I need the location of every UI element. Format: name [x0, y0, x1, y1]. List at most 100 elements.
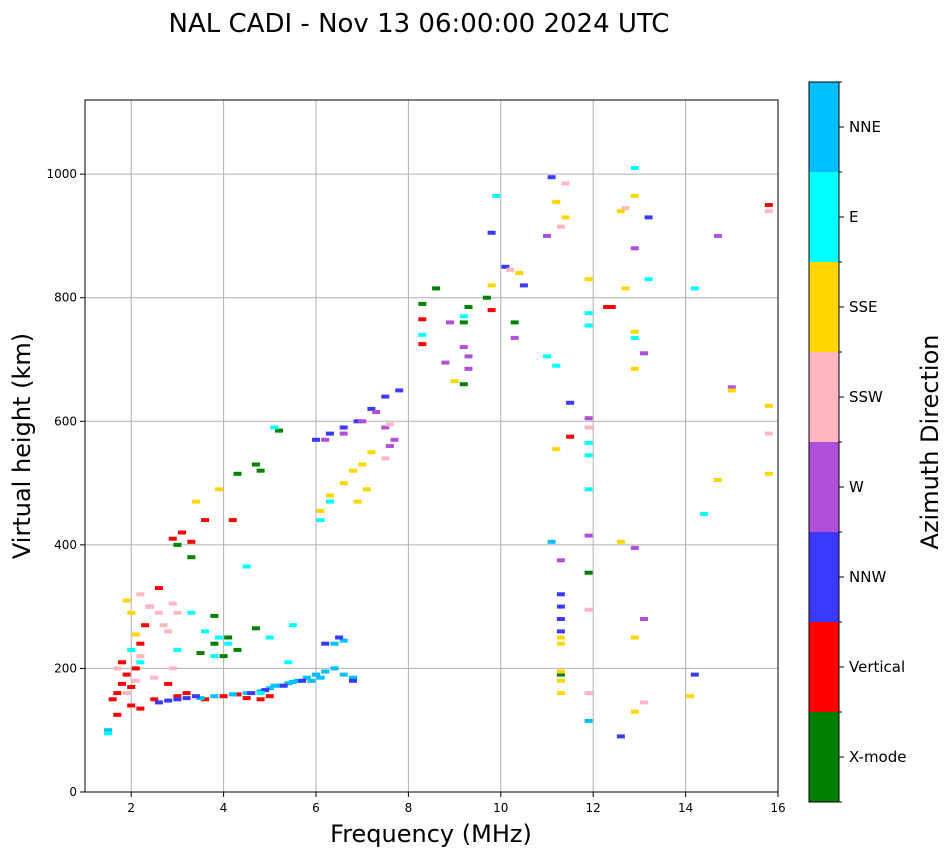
x-tick-label: 2 [127, 801, 135, 815]
data-point-sse [552, 447, 561, 452]
data-point-sse [325, 493, 334, 498]
data-point-nne [270, 683, 279, 688]
data-point-vertical [201, 518, 210, 523]
data-point-vertical [233, 692, 242, 697]
data-point-x-mode [464, 305, 473, 309]
colorbar-frame [808, 81, 840, 803]
data-point-x-mode [187, 555, 196, 560]
data-point-ssw [584, 607, 593, 612]
data-point-w [321, 437, 330, 442]
data-point-e [418, 332, 427, 337]
data-point-sse [367, 450, 376, 455]
data-point-sse [316, 508, 325, 513]
y-tick-label: 800 [54, 291, 77, 305]
data-point-vertical [173, 694, 182, 699]
data-point-w [372, 410, 381, 414]
data-point-ssw [113, 666, 122, 671]
data-point-x-mode [459, 382, 468, 387]
data-point-sse [630, 635, 639, 640]
data-point-nne [321, 669, 330, 674]
data-point-nnw [349, 678, 357, 683]
data-point-nne [210, 694, 219, 699]
data-point-nne [339, 638, 348, 643]
data-point-nne [104, 728, 113, 733]
data-point-vertical [418, 342, 427, 347]
data-point-sse [487, 283, 496, 288]
x-tick-label: 8 [405, 801, 413, 815]
data-point-x-mode [233, 647, 242, 652]
data-point-vertical [131, 666, 140, 671]
y-tick-label: 400 [54, 538, 77, 552]
data-point-w [543, 233, 551, 238]
x-tick-label: 6 [312, 801, 320, 815]
data-point-ssw [764, 209, 773, 214]
data-point-ssw [150, 675, 159, 680]
data-point-sse [621, 286, 630, 291]
data-point-ssw [131, 678, 140, 683]
data-point-nnw [644, 215, 653, 220]
data-point-w [464, 354, 473, 359]
data-point-vertical [265, 694, 274, 699]
colorbar-segment [809, 712, 839, 802]
data-point-vertical [118, 660, 126, 665]
data-point-nnw [547, 175, 556, 180]
data-point-nnw [298, 678, 307, 683]
data-point-x-mode [432, 286, 441, 291]
data-point-e [201, 629, 210, 634]
data-point-e [492, 193, 501, 198]
data-point-vertical [603, 305, 612, 309]
data-point-w [339, 431, 348, 436]
data-point-vertical [418, 317, 427, 322]
data-point-nnw [325, 431, 334, 436]
data-point-nne [316, 675, 325, 680]
data-point-sse [339, 481, 348, 486]
x-tick-label: 10 [493, 801, 508, 815]
data-point-sse [131, 632, 140, 637]
data-point-ssw [136, 654, 145, 659]
data-point-w [630, 246, 639, 251]
data-point-nnw [519, 283, 528, 288]
y-tick-label: 600 [54, 414, 77, 428]
colorbar-tick-label: NNW [849, 568, 886, 586]
data-point-x-mode [482, 295, 491, 300]
data-point-sse [349, 468, 357, 473]
data-point-nnw [173, 697, 182, 702]
data-point-nne [339, 672, 348, 677]
data-point-w [556, 558, 565, 563]
data-point-nne [288, 680, 297, 684]
data-point-ssw [640, 700, 648, 705]
y-axis-label: Virtual height (km) [8, 333, 36, 559]
plot-frame [84, 99, 779, 793]
data-point-ssw [145, 604, 154, 609]
data-point-ssw [122, 691, 131, 696]
y-tick-label: 200 [54, 661, 77, 675]
data-point-e [288, 623, 297, 628]
data-point-sse [127, 610, 136, 615]
data-point-vertical [113, 712, 122, 717]
data-point-ssw [506, 267, 514, 272]
data-point-e [584, 440, 593, 445]
data-point-nnw [353, 419, 362, 424]
data-point-vertical [764, 203, 773, 207]
data-point-e [136, 660, 145, 665]
data-point-nnw [690, 672, 699, 677]
data-point-nne [584, 718, 593, 723]
data-point-ssw [173, 610, 182, 615]
data-point-nnw [154, 700, 163, 705]
y-tick-label: 1000 [46, 167, 77, 181]
data-point-w [358, 419, 367, 424]
data-point-vertical [108, 697, 117, 702]
data-point-nne [265, 686, 274, 691]
data-point-w [381, 425, 390, 430]
data-point-x-mode [459, 320, 468, 325]
data-point-nnw [279, 683, 288, 688]
data-point-vertical [168, 536, 177, 541]
data-point-vertical [164, 681, 173, 686]
data-point-e [552, 363, 561, 368]
data-point-vertical [607, 305, 616, 309]
colorbar-segment [809, 172, 839, 262]
data-point-w [713, 233, 722, 238]
y-tick-label: 0 [69, 785, 77, 799]
x-tick-label: 4 [220, 801, 228, 815]
